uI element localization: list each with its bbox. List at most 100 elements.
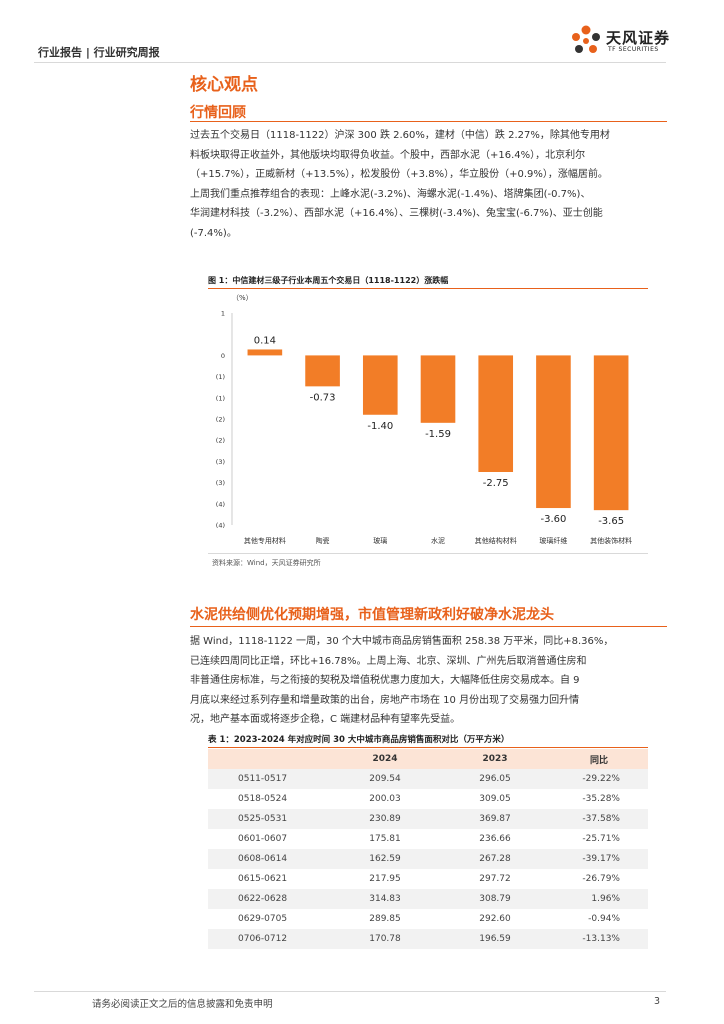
table-header-cell [208,749,330,769]
bar-value-label: -1.40 [367,421,393,432]
y-tick-label: (4) [216,500,225,508]
bar [305,355,340,387]
table-row: 0622-0628 314.83 308.79 1.96% [208,889,648,909]
yoy-cell: -35.28% [582,794,620,804]
x-tick-label: 玻璃纤维 [539,536,567,545]
x-axis-labels: 其他专用材料 陶瓷 玻璃 水泥 其他结构材料 玻璃纤维 其他装饰材料 [244,536,632,545]
bar [362,355,398,415]
header-divider [34,62,666,63]
period-cell: 0608-0614 [208,849,330,869]
bar-value-label: -1.59 [425,429,451,440]
figure-top-rule [208,288,648,289]
y-tick-label: (2) [216,416,225,424]
value-2023-cell: 308.79 [440,889,550,909]
report-breadcrumb: 行业报告 | 行业研究周报 [38,46,160,59]
y-axis-unit-label: （%） [232,294,253,302]
housing-sales-table: 2024 2023 同比 0511-0517 209.54 296.05 -29… [208,749,648,949]
figure-source: 资料来源：Wind，天风证券研究所 [212,559,321,567]
table-header-row: 2024 2023 同比 [208,749,648,769]
figure-bottom-rule [208,553,648,554]
period-cell: 0525-0531 [208,809,330,829]
bar [593,355,629,511]
cement-section-underline [190,626,667,627]
x-tick-label: 其他结构材料 [475,536,517,545]
value-2024-cell: 217.95 [369,874,401,884]
y-tick-label: (3) [216,479,225,487]
section-title: 核心观点 [190,75,258,95]
paragraph-line: （+15.7%），正威新材（+13.5%），松发股份（+3.8%），华立股份（+… [190,169,608,180]
bar [536,355,571,509]
logo-text-cn: 天风证券 [606,29,671,47]
period-cell: 0615-0621 [238,874,288,884]
period-cell: 0511-0517 [208,769,330,789]
value-2024-cell: 162.59 [330,849,440,869]
table-title: 表 1：2023-2024 年对应时间 30 大中城市商品房销售面积对比（万平方… [208,735,510,745]
value-2024-cell: 230.89 [330,809,440,829]
table-row: 0706-0712 170.78 196.59 -13.13% [208,929,648,949]
bar-value-label: -3.65 [598,516,624,527]
table-row: 0608-0614 162.59 267.28 -39.17% [208,849,648,869]
tf-securities-logo: 天风证券 TF SECURITIES [568,24,678,60]
paragraph-line: 据 Wind，1118-1122 一周，30 个大中城市商品房销售面积 258.… [190,636,614,647]
paragraph-line: (-7.4%)。 [190,227,237,239]
bars: 0.14 -0.73 -1.40 -1.59 -2.75 -3.60 -3.65 [247,335,629,527]
yoy-cell: -39.17% [550,849,648,869]
cement-paragraph: 据 Wind，1118-1122 一周，30 个大中城市商品房销售面积 258.… [190,632,668,730]
table-row: 0601-0607 175.81 236.66 -25.71% [208,829,648,849]
subtitle-underline [190,121,667,122]
yoy-cell: -29.22% [550,769,648,789]
value-2024-cell: 209.54 [330,769,440,789]
y-axis: 1 0 (1) (1) (2) (2) (3) (3) (4) (4) [216,310,233,530]
yoy-cell: -26.79% [582,874,620,884]
x-tick-label: 玻璃 [373,536,387,545]
page-number: 3 [654,996,661,1007]
footer-disclaimer: 请务必阅读正文之后的信息披露和免责申明 [92,999,273,1010]
bar-value-label: -0.73 [310,392,336,403]
value-2023-cell: 369.87 [440,809,550,829]
paragraph-line: 已连续四周同比正增，环比+16.78%。上周上海、北京、深圳、广州先后取消普通住… [190,655,587,667]
bar [478,355,514,472]
period-cell: 0518-0524 [238,794,288,804]
value-2023-cell: 196.59 [440,929,550,949]
table-row: 0629-0705 289.85 292.60 -0.94% [208,909,648,929]
value-2023-cell: 297.72 [479,874,511,884]
value-2023-cell: 292.60 [479,914,511,924]
table-row: 0511-0517 209.54 296.05 -29.22% [208,769,648,789]
x-tick-label: 陶瓷 [316,536,330,545]
y-tick-label: (1) [216,373,225,381]
y-tick-label: 0 [221,352,225,360]
footer-divider [34,991,666,992]
paragraph-line: 料板块取得正收益外，其他版块均取得负收益。个股中，西部水泥（+16.4%），北京… [190,149,586,161]
value-2023-cell: 267.28 [440,849,550,869]
y-tick-label: (1) [216,394,225,402]
bar [247,349,283,356]
table-top-rule [208,747,648,748]
cement-section-title: 水泥供给侧优化预期增强，市值管理新政利好破净水泥龙头 [190,607,554,623]
table-header-cell: 2024 [330,749,440,769]
value-2024-cell: 314.83 [330,889,440,909]
y-tick-label: 1 [221,310,225,318]
figure-title: 图 1：中信建材三级子行业本周五个交易日（1118-1122）涨跌幅 [208,276,449,285]
paragraph-line: 过去五个交易日（1118-1122）沪深 300 跌 2.60%，建材（中信）跌… [190,130,610,141]
y-tick-label: (2) [216,437,225,445]
period-cell: 0622-0628 [208,889,330,909]
value-2023-cell: 236.66 [479,834,511,844]
value-2023-cell: 296.05 [440,769,550,789]
market-review-paragraph: 过去五个交易日（1118-1122）沪深 300 跌 2.60%，建材（中信）跌… [190,126,668,243]
value-2024-cell: 170.78 [330,929,440,949]
table-header-cell: 2023 [440,749,550,769]
paragraph-line: 华润建材科技（-3.2%）、西部水泥（+16.4%）、三棵树(-3.4%)、兔宝… [190,208,603,219]
period-cell: 0629-0705 [238,914,288,924]
bar-value-label: -2.75 [483,478,509,489]
logo-text-en: TF SECURITIES [608,46,659,53]
yoy-cell: -13.13% [550,929,648,949]
section-subtitle: 行情回顾 [190,105,246,121]
bar-value-label: 0.14 [254,335,276,346]
paragraph-line: 上周我们重点推荐组合的表现：上峰水泥(-3.2%)、海螺水泥(-1.4%)、塔牌… [190,188,591,200]
period-cell: 0706-0712 [208,929,330,949]
value-2023-cell: 309.05 [479,794,511,804]
yoy-cell: 1.96% [550,889,648,909]
yoy-cell: -0.94% [588,914,620,924]
table-row: 0518-0524 200.03 309.05 -35.28% [208,789,648,809]
yoy-cell: -25.71% [582,834,620,844]
